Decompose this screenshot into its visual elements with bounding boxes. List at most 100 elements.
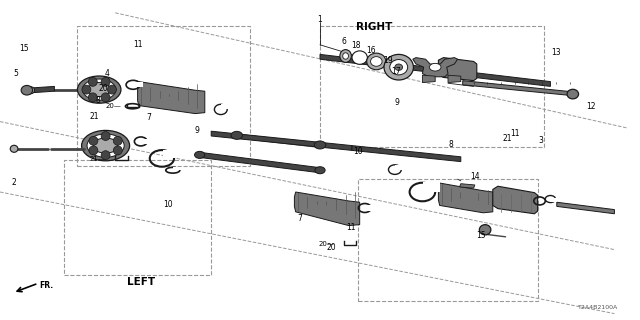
Bar — [133, 82, 143, 87]
Polygon shape — [422, 75, 435, 83]
Ellipse shape — [82, 131, 130, 161]
Text: 7: 7 — [297, 214, 302, 223]
Ellipse shape — [340, 50, 351, 62]
Text: 17: 17 — [390, 67, 401, 76]
Ellipse shape — [315, 167, 325, 174]
Circle shape — [113, 146, 122, 155]
Polygon shape — [463, 81, 576, 96]
Circle shape — [101, 151, 110, 160]
Circle shape — [88, 77, 97, 86]
Text: 20—: 20— — [106, 103, 122, 108]
Ellipse shape — [371, 57, 382, 66]
Text: 16: 16 — [366, 46, 376, 55]
Text: 8: 8 — [449, 140, 454, 149]
Ellipse shape — [83, 79, 116, 100]
Text: 8: 8 — [95, 96, 100, 105]
Text: 13: 13 — [550, 48, 561, 57]
Bar — [64, 160, 211, 275]
Polygon shape — [493, 186, 538, 214]
Polygon shape — [320, 54, 550, 86]
Polygon shape — [294, 192, 360, 226]
Ellipse shape — [27, 87, 35, 94]
Polygon shape — [211, 131, 352, 150]
Ellipse shape — [87, 134, 124, 157]
Ellipse shape — [88, 83, 111, 97]
Bar — [365, 205, 373, 211]
Text: LEFT: LEFT — [127, 276, 155, 287]
Text: 10: 10 — [163, 200, 173, 209]
Text: 19: 19 — [383, 56, 394, 65]
Text: 20: 20 — [326, 244, 337, 252]
Text: 2: 2 — [12, 178, 17, 187]
Text: 1: 1 — [317, 15, 323, 24]
Ellipse shape — [479, 225, 491, 235]
Text: RIGHT: RIGHT — [356, 22, 392, 32]
Text: 14: 14 — [470, 172, 480, 181]
Text: 11: 11 — [511, 129, 520, 138]
Ellipse shape — [367, 53, 386, 70]
Bar — [221, 104, 229, 109]
Polygon shape — [448, 75, 461, 83]
Text: 9: 9 — [394, 98, 399, 107]
Ellipse shape — [343, 53, 349, 59]
Ellipse shape — [314, 141, 326, 149]
Circle shape — [82, 85, 91, 94]
Polygon shape — [460, 184, 475, 188]
Text: 10: 10 — [353, 147, 364, 156]
Circle shape — [89, 136, 98, 145]
Polygon shape — [557, 202, 614, 214]
Circle shape — [89, 146, 98, 155]
Ellipse shape — [231, 131, 243, 140]
Ellipse shape — [567, 89, 579, 99]
Bar — [395, 165, 403, 170]
Circle shape — [108, 85, 116, 94]
Polygon shape — [413, 58, 458, 77]
Ellipse shape — [395, 64, 403, 70]
Circle shape — [101, 93, 110, 102]
Ellipse shape — [429, 63, 441, 71]
Text: 20: 20 — [99, 84, 109, 93]
Circle shape — [88, 93, 97, 102]
Text: 5: 5 — [13, 69, 19, 78]
Polygon shape — [200, 152, 320, 173]
Text: 21—: 21— — [90, 156, 105, 162]
Text: 15: 15 — [476, 231, 486, 240]
Text: 3: 3 — [538, 136, 543, 145]
Text: 21: 21 — [90, 112, 99, 121]
Text: T2A4B2100A: T2A4B2100A — [579, 305, 618, 310]
Text: 12: 12 — [587, 102, 596, 111]
Bar — [423, 182, 440, 192]
Circle shape — [101, 132, 110, 140]
Text: 7: 7 — [147, 113, 152, 122]
Text: 21: 21 — [502, 134, 511, 143]
Ellipse shape — [390, 60, 408, 75]
Text: 11: 11 — [133, 40, 142, 49]
Bar — [173, 167, 182, 170]
Bar — [550, 198, 557, 202]
Ellipse shape — [214, 104, 227, 115]
Text: FR.: FR. — [39, 281, 53, 290]
Bar — [320, 26, 544, 147]
Text: 4: 4 — [105, 69, 110, 78]
Bar — [77, 26, 250, 166]
Text: 15: 15 — [19, 44, 29, 53]
Circle shape — [113, 136, 122, 145]
Ellipse shape — [10, 145, 18, 152]
Polygon shape — [438, 58, 477, 81]
Ellipse shape — [93, 138, 118, 153]
Polygon shape — [138, 82, 205, 114]
Ellipse shape — [21, 85, 33, 95]
Text: 18: 18 — [351, 41, 360, 50]
Text: 11: 11 — [346, 223, 355, 232]
Circle shape — [101, 77, 110, 86]
Ellipse shape — [388, 165, 401, 174]
Polygon shape — [352, 146, 461, 162]
Text: 20—: 20— — [319, 241, 334, 247]
Ellipse shape — [384, 54, 413, 80]
Bar — [141, 139, 149, 144]
Text: 6: 6 — [342, 37, 347, 46]
Ellipse shape — [352, 51, 367, 64]
Bar — [163, 150, 179, 158]
Polygon shape — [31, 86, 54, 93]
Bar — [358, 179, 538, 301]
